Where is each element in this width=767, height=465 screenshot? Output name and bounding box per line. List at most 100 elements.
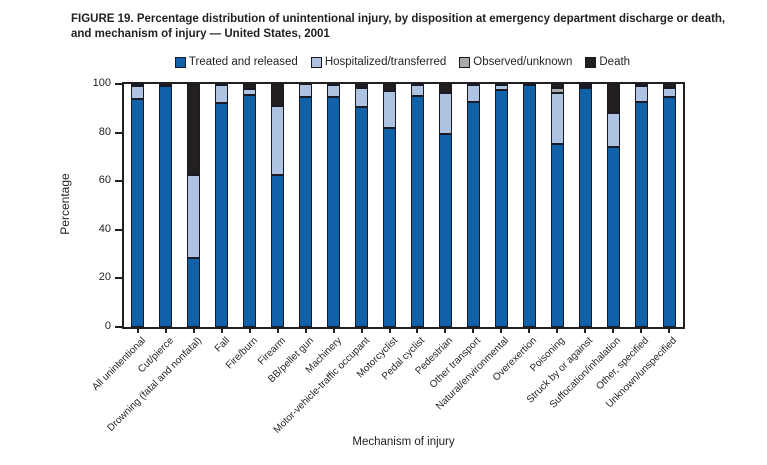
bar-segment-death xyxy=(466,83,480,86)
bar-segment-treated-and-released xyxy=(383,127,397,327)
bar-segment-hospitalized-transferred xyxy=(410,85,424,97)
bar-segment-hospitalized-transferred xyxy=(578,85,592,88)
bar-segment-treated-and-released xyxy=(662,97,676,327)
legend-swatch-observed-unknown xyxy=(459,56,471,68)
x-axis-tick xyxy=(388,329,391,333)
x-axis-tick xyxy=(472,329,475,333)
bar-segment-treated-and-released xyxy=(187,257,201,327)
bar-segment-hospitalized-transferred xyxy=(159,84,173,87)
bar-segment-treated-and-released xyxy=(243,94,257,327)
bar-segment-treated-and-released xyxy=(634,102,648,327)
bar-segment-observed-unknown xyxy=(550,87,564,93)
x-axis-tick xyxy=(164,329,167,333)
bar-pedal-cyclist xyxy=(410,83,424,327)
bar-segment-observed-unknown xyxy=(578,83,592,86)
x-axis-tick xyxy=(444,329,447,333)
bar-pedestrian xyxy=(438,84,452,327)
bar-segment-treated-and-released xyxy=(494,90,508,327)
x-axis-tick xyxy=(584,329,587,333)
y-axis-title: Percentage xyxy=(58,173,72,235)
bar-all-unintentional xyxy=(131,82,145,327)
bar-segment-hospitalized-transferred xyxy=(634,86,648,103)
legend-swatch-hospitalized-transferred xyxy=(310,56,322,68)
x-axis-tick xyxy=(640,329,643,333)
bar-segment-treated-and-released xyxy=(466,102,480,327)
x-axis-tick xyxy=(360,329,363,333)
x-axis-tick xyxy=(668,329,671,333)
bar-segment-treated-and-released xyxy=(550,143,564,327)
bar-motorcyclist xyxy=(383,84,397,327)
bar-natural-environmental xyxy=(494,83,508,327)
legend-item-observed-unknown: Observed/unknown xyxy=(459,56,572,68)
x-axis-tick xyxy=(220,329,223,333)
bar-bb-pellet-gun xyxy=(299,84,313,327)
bar-segment-hospitalized-transferred xyxy=(243,88,257,95)
bar-segment-treated-and-released xyxy=(355,107,369,327)
y-axis-tick-label: 0 xyxy=(104,320,111,332)
bar-segment-death xyxy=(606,84,620,114)
legend-swatch-treated-and-released xyxy=(174,56,186,68)
bar-segment-death xyxy=(410,83,424,86)
bar-poisoning xyxy=(550,84,564,327)
bar-overexertion xyxy=(522,83,536,327)
plot-area xyxy=(122,81,685,329)
bar-firearm xyxy=(271,84,285,327)
bar-segment-treated-and-released xyxy=(438,133,452,327)
y-axis-tick-label: 40 xyxy=(98,222,111,235)
bar-segment-hospitalized-transferred xyxy=(550,92,564,144)
bar-motor-vehicle-traffic-occupant xyxy=(355,84,369,327)
bar-segment-hospitalized-transferred xyxy=(131,86,145,99)
bar-unknown-unspecified xyxy=(662,84,676,327)
y-axis-tick-label: 100 xyxy=(92,77,111,89)
figure-title: FIGURE 19. Percentage distribution of un… xyxy=(71,13,726,41)
bar-segment-treated-and-released xyxy=(522,85,536,327)
bar-segment-hospitalized-transferred xyxy=(606,113,620,148)
x-axis-tick xyxy=(332,329,335,333)
bar-segment-observed-unknown xyxy=(494,83,508,86)
bar-segment-treated-and-released xyxy=(271,175,285,327)
bar-segment-treated-and-released xyxy=(299,97,313,327)
bar-segment-death xyxy=(131,82,145,85)
x-axis-tick xyxy=(136,329,139,333)
bar-segment-treated-and-released xyxy=(159,86,173,327)
x-axis-tick xyxy=(416,329,419,333)
bar-segment-hospitalized-transferred xyxy=(522,83,536,86)
bar-segment-death xyxy=(662,84,676,88)
legend-label: Hospitalized/transferred xyxy=(324,56,447,68)
bar-segment-death xyxy=(550,84,564,88)
bar-segment-death xyxy=(327,83,341,86)
bar-segment-death xyxy=(187,84,201,176)
y-axis-tick-label: 20 xyxy=(98,271,111,284)
bar-fall xyxy=(215,83,229,327)
bar-segment-death xyxy=(271,84,285,106)
bar-segment-hospitalized-transferred xyxy=(187,175,201,258)
bar-segment-death xyxy=(215,83,229,86)
x-axis-tick xyxy=(612,329,615,333)
chart-legend: Treated and released Hospitalized/transfe… xyxy=(110,56,695,68)
x-axis-tick xyxy=(248,329,251,333)
x-axis-tick xyxy=(192,329,195,333)
x-axis-tick xyxy=(276,329,279,333)
bar-segment-death xyxy=(383,84,397,92)
bar-segment-treated-and-released xyxy=(410,96,424,327)
bar-segment-treated-and-released xyxy=(578,87,592,327)
bar-segment-hospitalized-transferred xyxy=(662,87,676,98)
bar-fire-burn xyxy=(243,84,257,327)
y-axis-tick xyxy=(115,83,122,85)
legend-item-death: Death xyxy=(585,56,630,68)
bar-other-specified xyxy=(634,84,648,327)
x-axis-tick xyxy=(556,329,559,333)
bar-struck-by-or-against xyxy=(578,81,592,327)
bar-segment-hospitalized-transferred xyxy=(466,85,480,103)
legend-label: Observed/unknown xyxy=(473,56,573,68)
y-axis-tick xyxy=(115,228,122,231)
legend-swatch-death xyxy=(585,56,597,68)
y-axis-tick xyxy=(115,277,122,280)
bar-machinery xyxy=(327,83,341,327)
legend-label: Treated and released xyxy=(188,56,298,68)
legend-item-treated-and-released: Treated and released xyxy=(174,56,298,68)
bar-segment-hospitalized-transferred xyxy=(327,85,341,98)
bar-segment-death xyxy=(355,84,369,88)
bar-segment-hospitalized-transferred xyxy=(271,105,285,176)
